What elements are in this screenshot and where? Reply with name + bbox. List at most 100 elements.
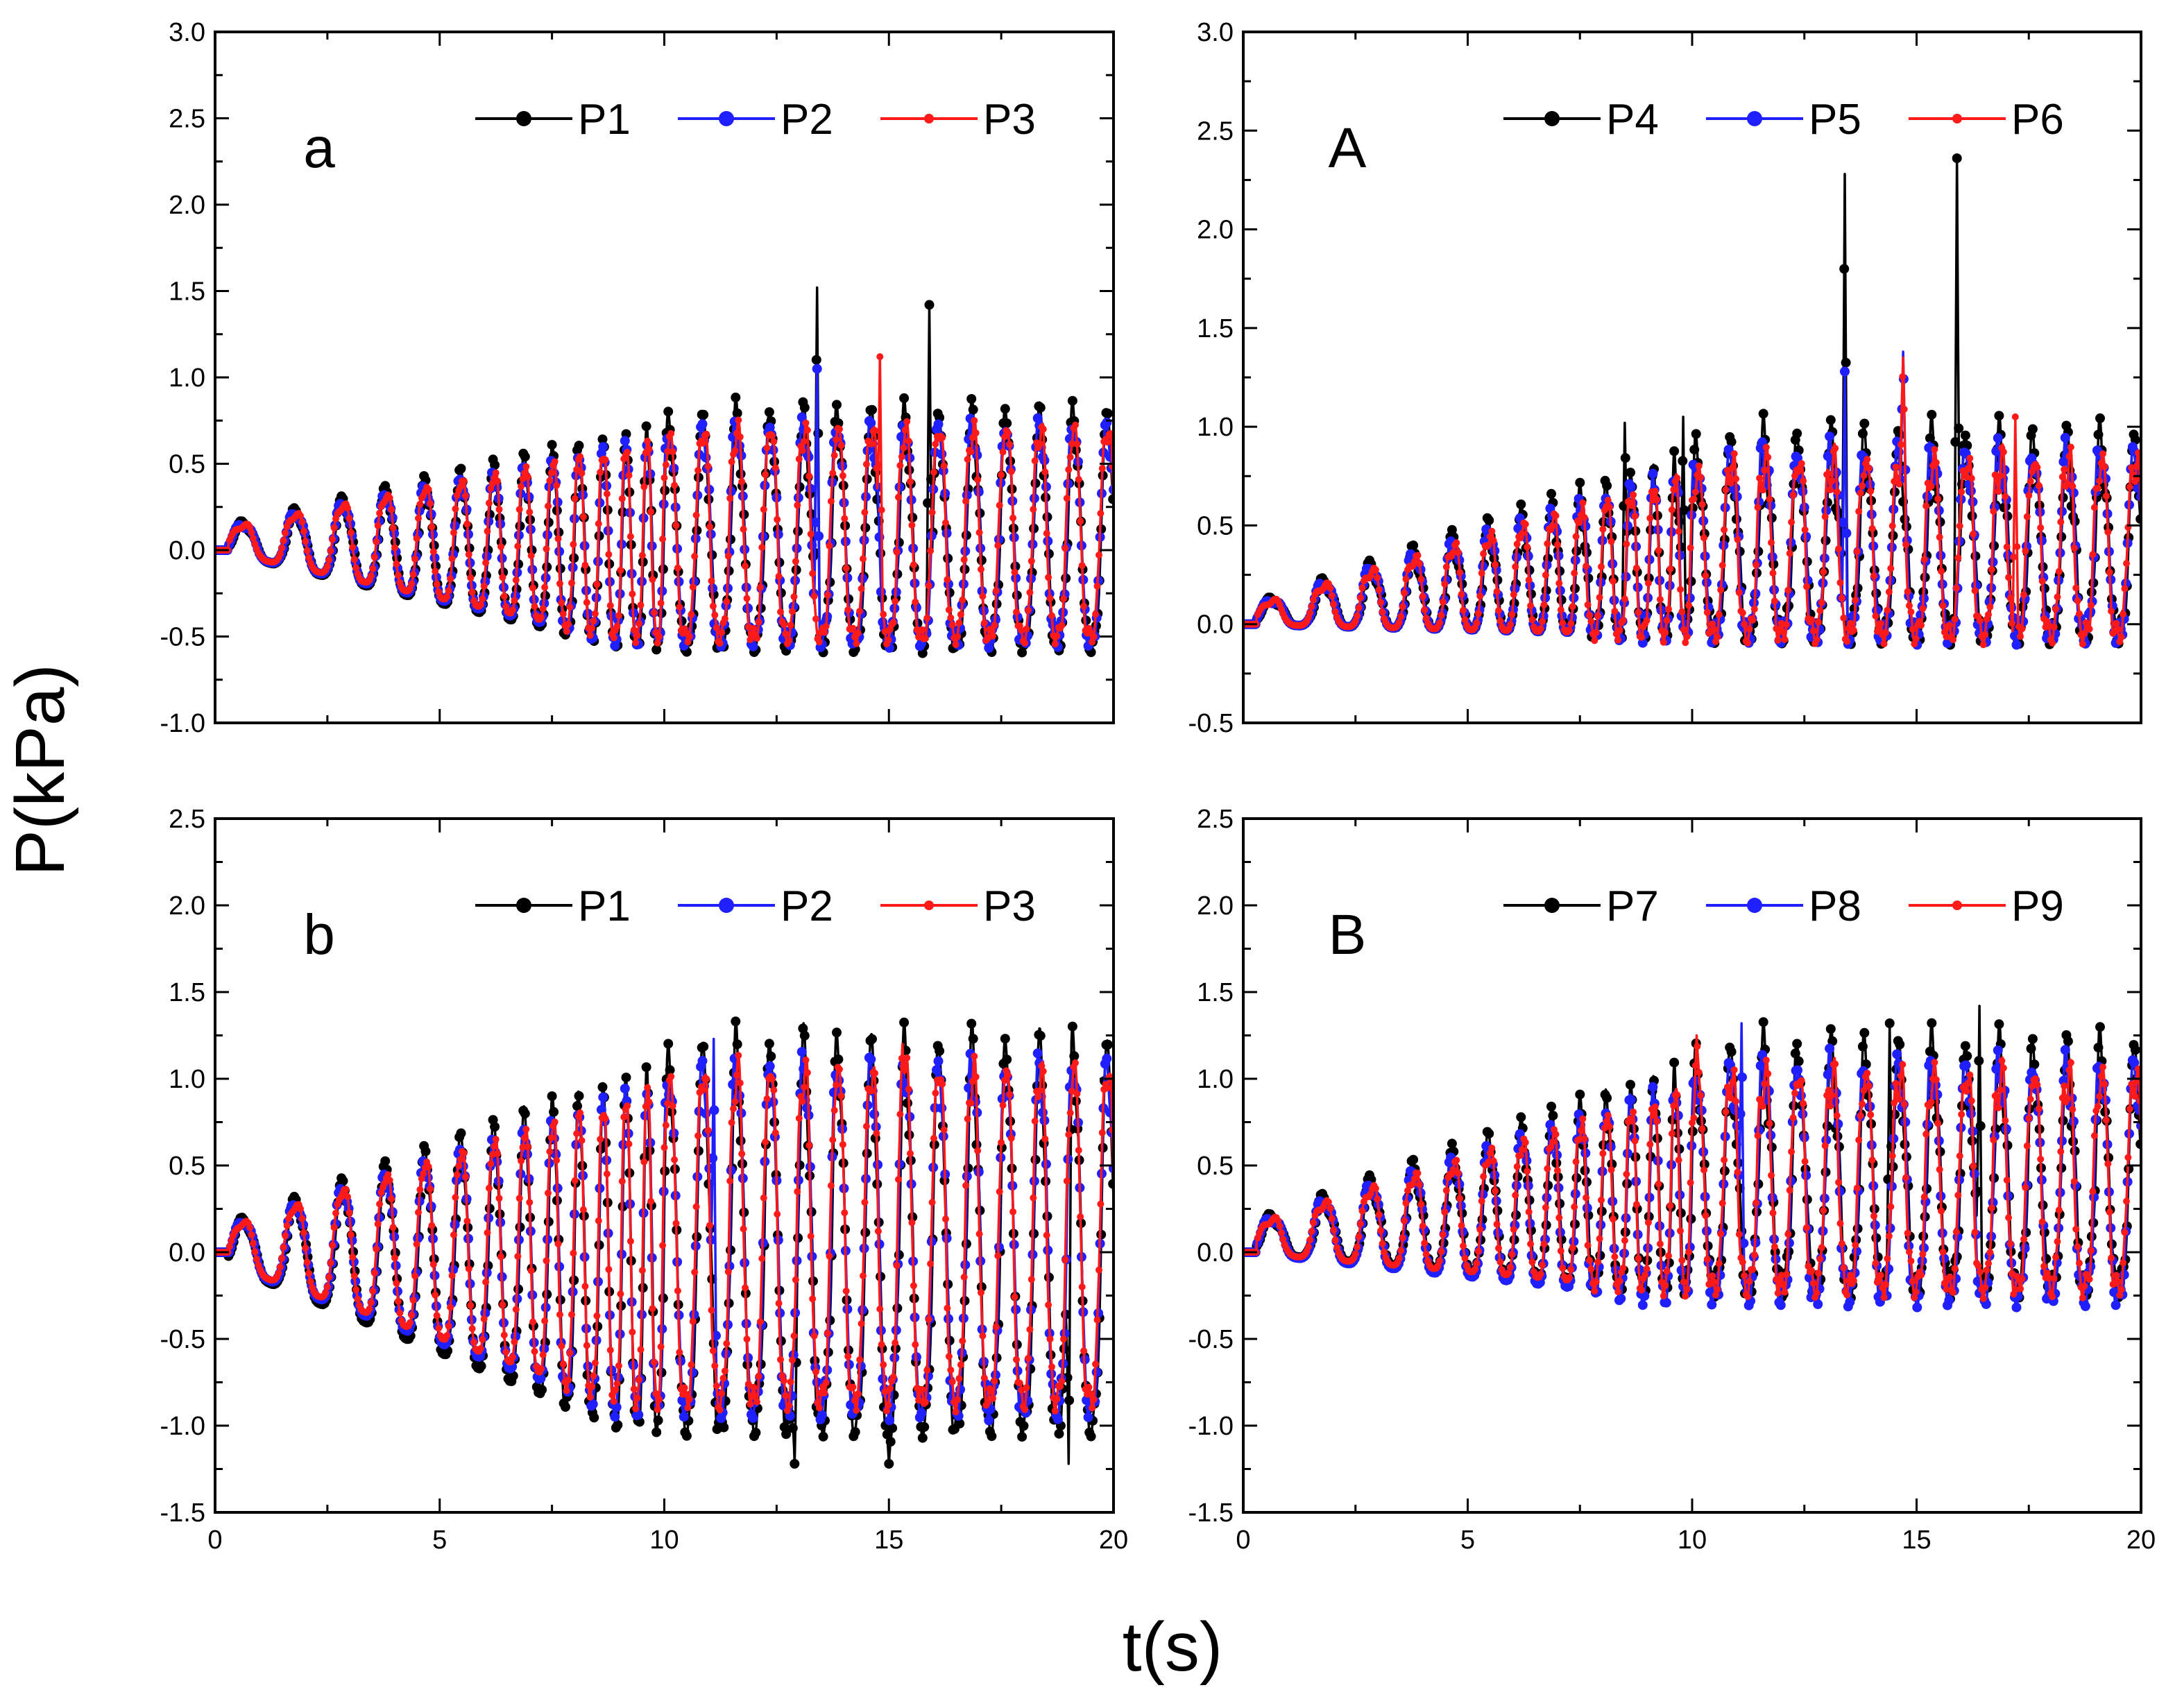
legend-item-P3: P3: [880, 96, 1036, 144]
data-point: [350, 1272, 358, 1280]
data-point: [896, 1111, 904, 1118]
data-point: [790, 1459, 800, 1469]
data-point: [684, 638, 692, 646]
data-point: [789, 1356, 796, 1364]
data-point: [2108, 608, 2115, 615]
data-point: [974, 476, 982, 484]
series-line-P3: [215, 355, 1114, 646]
data-point: [721, 1367, 728, 1375]
data-point: [841, 1209, 849, 1217]
data-point: [1808, 616, 1816, 624]
data-point: [463, 1218, 471, 1225]
data-point: [932, 1065, 941, 1075]
data-point: [833, 436, 840, 443]
data-point: [880, 1361, 887, 1369]
data-point: [1013, 608, 1020, 616]
data-point: [1085, 1383, 1093, 1391]
data-point: [373, 1245, 380, 1253]
data-point: [987, 1431, 997, 1442]
data-point: [947, 1366, 955, 1374]
data-point: [917, 1433, 928, 1443]
data-point: [692, 511, 700, 519]
data-point: [1912, 635, 1920, 642]
data-point: [502, 1349, 510, 1356]
data-point: [621, 1073, 631, 1083]
data-point: [903, 1098, 912, 1109]
data-point: [975, 1230, 983, 1238]
data-point: [251, 1248, 259, 1256]
data-point: [1374, 574, 1381, 581]
data-point: [1051, 640, 1059, 648]
data-point: [880, 610, 887, 618]
data-point: [841, 515, 849, 522]
data-point: [1090, 633, 1098, 640]
data-point: [829, 1136, 837, 1143]
data-point: [1594, 612, 1602, 620]
data-point: [640, 483, 648, 490]
data-point: [731, 392, 741, 402]
data-point: [1813, 636, 1820, 644]
data-point: [1648, 468, 1658, 479]
data-point: [660, 474, 668, 481]
data-point: [610, 1398, 617, 1405]
plot-area: [215, 286, 1114, 658]
data-point: [885, 1437, 896, 1447]
data-point: [866, 1054, 876, 1064]
data-point: [522, 463, 530, 470]
data-point: [2002, 493, 2009, 500]
data-point: [490, 460, 500, 470]
data-point: [602, 1115, 609, 1122]
data-point: [674, 564, 681, 572]
data-point: [297, 1205, 304, 1213]
data-point: [699, 1041, 709, 1052]
data-point: [1045, 574, 1052, 581]
data-point: [1104, 1084, 1111, 1092]
data-point: [278, 1254, 286, 1262]
data-point: [1744, 639, 1752, 647]
data-point: [832, 1027, 842, 1038]
data-point: [572, 1101, 582, 1111]
data-point: [996, 502, 1003, 509]
data-point: [1439, 598, 1447, 606]
data-point: [1809, 627, 1817, 635]
data-point: [1722, 486, 1730, 493]
data-point: [2027, 477, 2034, 485]
data-point: [1417, 576, 1425, 583]
data-point: [742, 563, 749, 570]
data-point: [1089, 638, 1096, 646]
data-point: [613, 1380, 621, 1387]
data-point: [413, 1240, 420, 1248]
data-point: [1587, 617, 1595, 625]
data-point: [770, 1086, 778, 1094]
data-point: [524, 473, 531, 481]
data-point: [723, 1340, 731, 1347]
data-point: [812, 615, 819, 623]
data-point: [1516, 499, 1526, 509]
data-point: [1677, 586, 1684, 593]
data-point: [1441, 580, 1449, 588]
data-point: [391, 544, 398, 552]
data-point: [527, 552, 535, 559]
data-point: [563, 628, 570, 635]
data-point: [750, 1383, 758, 1391]
data-point: [903, 1054, 911, 1061]
data-point: [1922, 502, 1930, 510]
data-point: [603, 1170, 611, 1178]
data-point: [1859, 418, 1870, 429]
data-point: [1493, 588, 1501, 595]
data-point: [1072, 1059, 1079, 1067]
data-point: [1067, 1021, 1077, 1032]
data-point: [556, 1310, 563, 1318]
data-point: [1058, 1378, 1066, 1385]
data-point: [1453, 539, 1460, 547]
data-point: [966, 1018, 977, 1029]
data-point: [1997, 472, 2004, 479]
data-point: [638, 1267, 646, 1274]
data-point: [556, 580, 563, 588]
data-point: [613, 622, 621, 630]
data-point: [854, 1390, 862, 1398]
data-point: [1077, 518, 1084, 525]
data-point: [554, 535, 562, 543]
data-point: [738, 1150, 746, 1158]
data-point: [597, 434, 608, 445]
